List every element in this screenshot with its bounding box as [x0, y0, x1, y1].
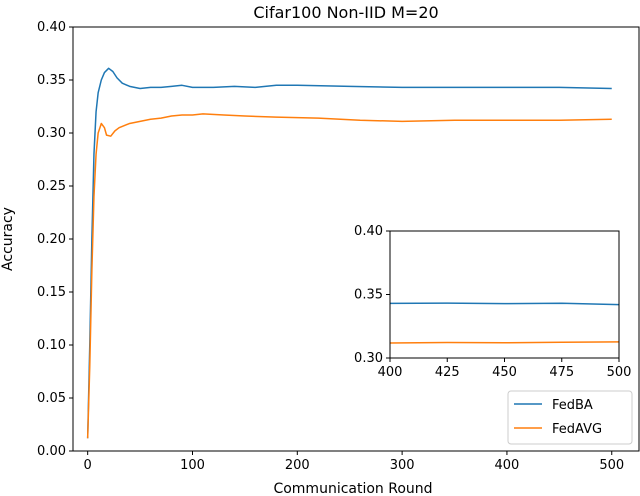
main-x-tick-label: 100: [180, 458, 205, 473]
main-y-tick-label: 0.05: [37, 391, 66, 406]
inset-y-tick-label: 0.40: [354, 224, 383, 239]
main-x-tick-label: 500: [599, 458, 624, 473]
inset-x-axis: 400 425 450 475 500: [378, 358, 632, 380]
legend-label-fedba: FedBA: [552, 398, 593, 413]
main-plot-frame: [72, 26, 640, 452]
main-y-tick-label: 0.30: [37, 126, 66, 141]
main-x-tick-label: 0: [84, 458, 92, 473]
main-y-tick-label: 0.25: [37, 179, 66, 194]
main-x-tick-label: 400: [495, 458, 520, 473]
inset-background: [390, 231, 619, 358]
main-y-tick-label: 0.35: [37, 73, 66, 88]
inset-y-axis: 0.30 0.35 0.40: [354, 224, 390, 366]
y-axis-label: Accuracy: [0, 207, 16, 271]
main-series-line-fedba: [86, 67, 612, 439]
inset-y-tick-label: 0.30: [354, 351, 383, 366]
chart-title: Cifar100 Non-IID M=20: [253, 3, 438, 22]
inset-series-line-fedavg: [389, 341, 620, 344]
main-x-tick-label: 300: [390, 458, 415, 473]
inset-x-tick-label: 425: [435, 365, 460, 380]
x-axis-label: Communication Round: [273, 481, 432, 496]
legend-label-fedavg: FedAVG: [552, 422, 602, 437]
main-plot-lines: [86, 67, 612, 439]
main-y-tick-label: 0.15: [37, 285, 66, 300]
main-y-tick-label: 0.40: [37, 20, 66, 35]
inset-chart: 0.30 0.35 0.40 400 425 450 475 500: [354, 224, 631, 380]
main-series-line-fedavg: [86, 113, 612, 439]
inset-y-tick-label: 0.35: [354, 288, 383, 303]
inset-x-tick-label: 450: [492, 365, 517, 380]
inset-series-line-fedba: [389, 302, 620, 306]
inset-x-tick-label: 475: [549, 365, 574, 380]
main-y-tick-label: 0.00: [37, 444, 66, 459]
main-y-axis: 0.00 0.05 0.10 0.15 0.20 0.25 0.30 0.35 0.40: [37, 20, 73, 459]
main-x-tick-label: 200: [285, 458, 310, 473]
legend: FedBA FedAVG: [507, 390, 633, 445]
main-y-tick-label: 0.10: [37, 338, 66, 353]
inset-x-tick-label: 400: [378, 365, 403, 380]
inset-lines: [389, 302, 620, 344]
inset-x-tick-label: 500: [607, 365, 632, 380]
inset-frame: [389, 230, 620, 359]
main-x-axis: 0 100 200 300 400 500: [84, 451, 624, 473]
main-y-tick-label: 0.20: [37, 232, 66, 247]
